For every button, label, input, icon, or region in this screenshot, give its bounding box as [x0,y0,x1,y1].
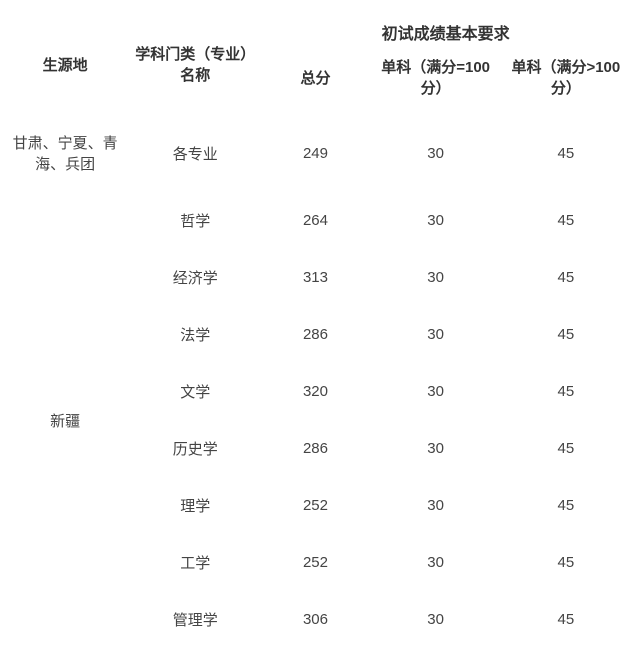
cell-total: 320 [260,363,370,420]
cell-sub100: 30 [371,192,501,249]
cell-subject: 各专业 [130,114,260,192]
cell-subject: 文学 [130,363,260,420]
cell-subject: 法学 [130,306,260,363]
cell-subgt100: 45 [501,249,631,306]
cell-subject: 理学 [130,477,260,534]
table-header: 生源地 学科门类（专业）名称 初试成绩基本要求 总分 单科（满分=100分） 单… [0,0,631,114]
cell-total: 249 [260,114,370,192]
cell-total: 264 [260,192,370,249]
cell-subgt100: 45 [501,477,631,534]
cell-origin: 甘肃、宁夏、青海、兵团 [0,114,130,192]
table-body: 甘肃、宁夏、青海、兵团各专业2493045新疆哲学2643045经济学31330… [0,114,631,648]
header-subgt100: 单科（满分>100分） [501,50,631,114]
cell-subgt100: 45 [501,363,631,420]
cell-sub100: 30 [371,306,501,363]
cell-subject: 哲学 [130,192,260,249]
cell-sub100: 30 [371,591,501,648]
cell-sub100: 30 [371,477,501,534]
cell-subject: 管理学 [130,591,260,648]
cell-total: 313 [260,249,370,306]
cell-total: 252 [260,534,370,591]
cell-subject: 工学 [130,534,260,591]
table-row: 新疆哲学2643045 [0,192,631,249]
cell-sub100: 30 [371,249,501,306]
cell-total: 286 [260,420,370,477]
header-requirements: 初试成绩基本要求 [260,0,631,50]
cell-sub100: 30 [371,114,501,192]
cell-subgt100: 45 [501,306,631,363]
cell-sub100: 30 [371,420,501,477]
cell-sub100: 30 [371,363,501,420]
scores-table: 生源地 学科门类（专业）名称 初试成绩基本要求 总分 单科（满分=100分） 单… [0,0,631,648]
cell-sub100: 30 [371,534,501,591]
cell-subject: 历史学 [130,420,260,477]
cell-origin: 新疆 [0,192,130,648]
cell-subgt100: 45 [501,534,631,591]
header-sub100: 单科（满分=100分） [371,50,501,114]
cell-subgt100: 45 [501,591,631,648]
cell-subject: 经济学 [130,249,260,306]
cell-subgt100: 45 [501,192,631,249]
cell-subgt100: 45 [501,420,631,477]
table-row: 甘肃、宁夏、青海、兵团各专业2493045 [0,114,631,192]
cell-total: 286 [260,306,370,363]
cell-total: 252 [260,477,370,534]
header-origin: 生源地 [0,0,130,114]
cell-subgt100: 45 [501,114,631,192]
header-total: 总分 [260,50,370,114]
cell-total: 306 [260,591,370,648]
header-subject: 学科门类（专业）名称 [130,0,260,114]
